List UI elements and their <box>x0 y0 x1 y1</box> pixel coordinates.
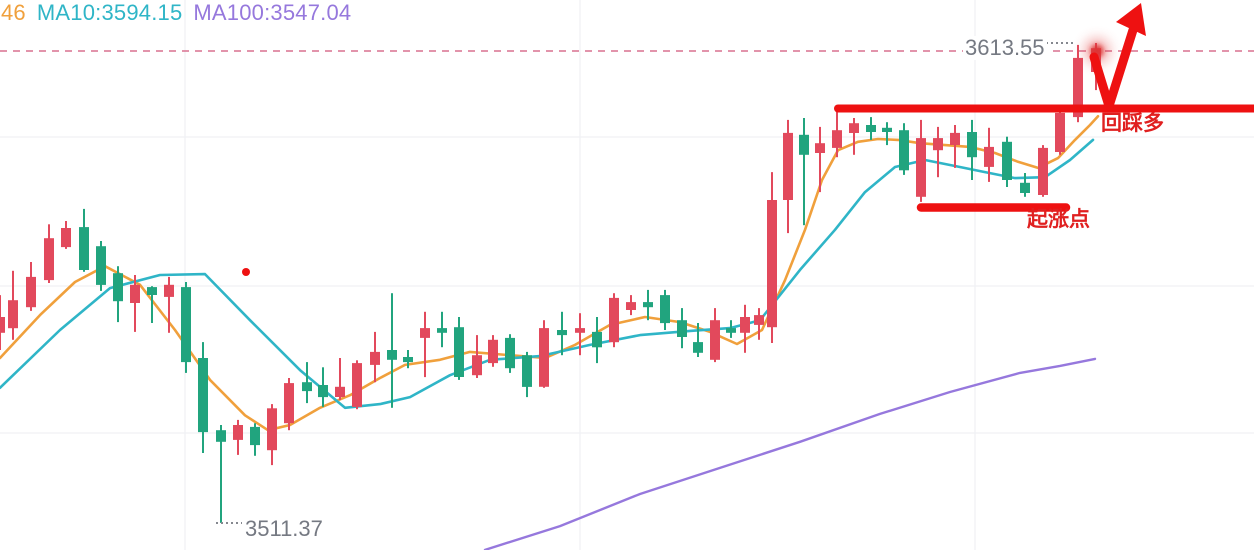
candle-body <box>233 425 243 440</box>
candle-body <box>0 317 5 333</box>
candle-body <box>437 328 447 333</box>
candle-body <box>967 132 977 158</box>
candle-body <box>79 227 89 270</box>
candle-body <box>472 355 482 376</box>
rally-start-label: 起涨点 <box>1027 207 1090 231</box>
candle-body <box>799 134 809 155</box>
candle-body <box>693 342 703 353</box>
buy-arrow-head <box>1116 3 1146 36</box>
candle-body <box>726 328 736 333</box>
candle-body <box>740 317 750 333</box>
ma10-value: MA10:3594.15 <box>36 0 183 25</box>
pullback-long-label: 回踩多 <box>1101 111 1164 135</box>
candle-body <box>181 287 191 363</box>
candle-body <box>643 302 653 308</box>
candle-body <box>420 328 430 338</box>
candle-body <box>250 426 260 446</box>
candle-body <box>370 351 380 365</box>
candle-body <box>454 327 464 377</box>
candle-body <box>677 320 687 337</box>
ma100-value: MA100:3547.04 <box>193 0 352 25</box>
candle-body <box>754 315 764 325</box>
candles <box>0 43 1101 523</box>
trade-annotations <box>834 3 1254 212</box>
candle-body <box>710 320 720 360</box>
candle-body <box>1002 141 1012 180</box>
candle-body <box>130 284 140 303</box>
high-price-label: 3613.55 <box>963 35 1047 60</box>
price-ticks <box>216 42 1073 524</box>
candle-body <box>216 430 226 442</box>
candle-body <box>916 138 926 197</box>
candle-body <box>984 146 994 167</box>
candle-body <box>318 385 328 398</box>
candle-body <box>1055 112 1065 152</box>
candle-body <box>882 127 892 132</box>
candle-body <box>539 328 549 387</box>
candle-body <box>505 337 515 369</box>
candle-body <box>164 284 174 297</box>
candle-body <box>849 123 859 133</box>
candle-body <box>352 363 362 407</box>
candle-body <box>783 132 793 200</box>
buy-arrow-shaft <box>1089 25 1138 111</box>
candle-body <box>899 130 909 171</box>
ma-line-ma100 <box>483 357 1097 550</box>
candle-body <box>1038 147 1048 195</box>
candle-body <box>8 300 18 329</box>
candle-body <box>815 143 825 153</box>
candle-body <box>302 382 312 392</box>
candle-body <box>866 125 876 132</box>
candle-body <box>198 358 208 433</box>
candle-body <box>575 328 585 333</box>
candle-body <box>832 130 842 148</box>
candle-body <box>147 287 157 295</box>
red-dot-marker <box>242 268 250 276</box>
candle-body <box>767 200 777 328</box>
candle-body <box>626 302 636 310</box>
candle-body <box>61 228 71 248</box>
candle-body <box>557 330 567 336</box>
candle-body <box>284 383 294 424</box>
candle-body <box>592 331 602 348</box>
candle-body <box>335 386 345 397</box>
candle-body <box>44 238 54 281</box>
candle-body <box>26 276 36 308</box>
candle-body <box>488 339 498 364</box>
candle-body <box>950 132 960 145</box>
candle-body <box>403 357 413 363</box>
candle-body <box>1073 57 1083 118</box>
candle-body <box>1020 182 1030 193</box>
ma5-value: 46 <box>1 0 26 25</box>
ma-line-ma10 <box>0 138 1095 410</box>
candle-body <box>660 295 670 324</box>
candle-body <box>933 138 943 151</box>
candle-body <box>387 350 397 360</box>
candle-body <box>96 246 106 285</box>
ma-legend: 46 MA10:3594.15 MA100:3547.04 <box>1 0 351 26</box>
candle-body <box>522 355 532 387</box>
low-price-label: 3511.37 <box>245 516 323 541</box>
candle-body <box>267 408 277 451</box>
candle-body <box>609 297 619 343</box>
candle-body <box>113 273 123 302</box>
